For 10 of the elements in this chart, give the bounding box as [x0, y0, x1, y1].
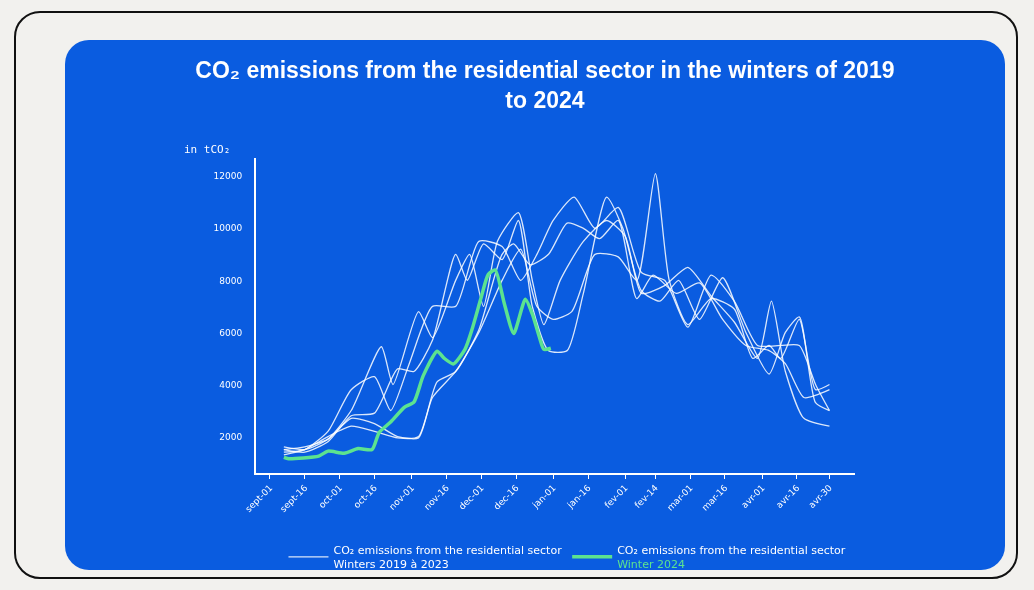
y-tick-label: 10000 [213, 223, 243, 234]
y-tick-label: 8000 [219, 275, 243, 286]
y-tick-label: 12000 [213, 171, 243, 182]
y-tick-label: 2000 [219, 431, 243, 442]
chart-title: CO₂ emissions from the residential sector in the winters of 2019 to 2024 [195, 57, 895, 113]
legend-label: CO₂ emissions from the residential sector Winters 2019 à 2023 [333, 543, 563, 572]
y-tick-label: 4000 [219, 379, 243, 390]
legend-label: CO₂ emissions from the residential sector Winter 2024 [617, 543, 846, 572]
y-tick-label: 6000 [219, 327, 243, 338]
y-axis-title: in tCO₂ [184, 143, 231, 156]
